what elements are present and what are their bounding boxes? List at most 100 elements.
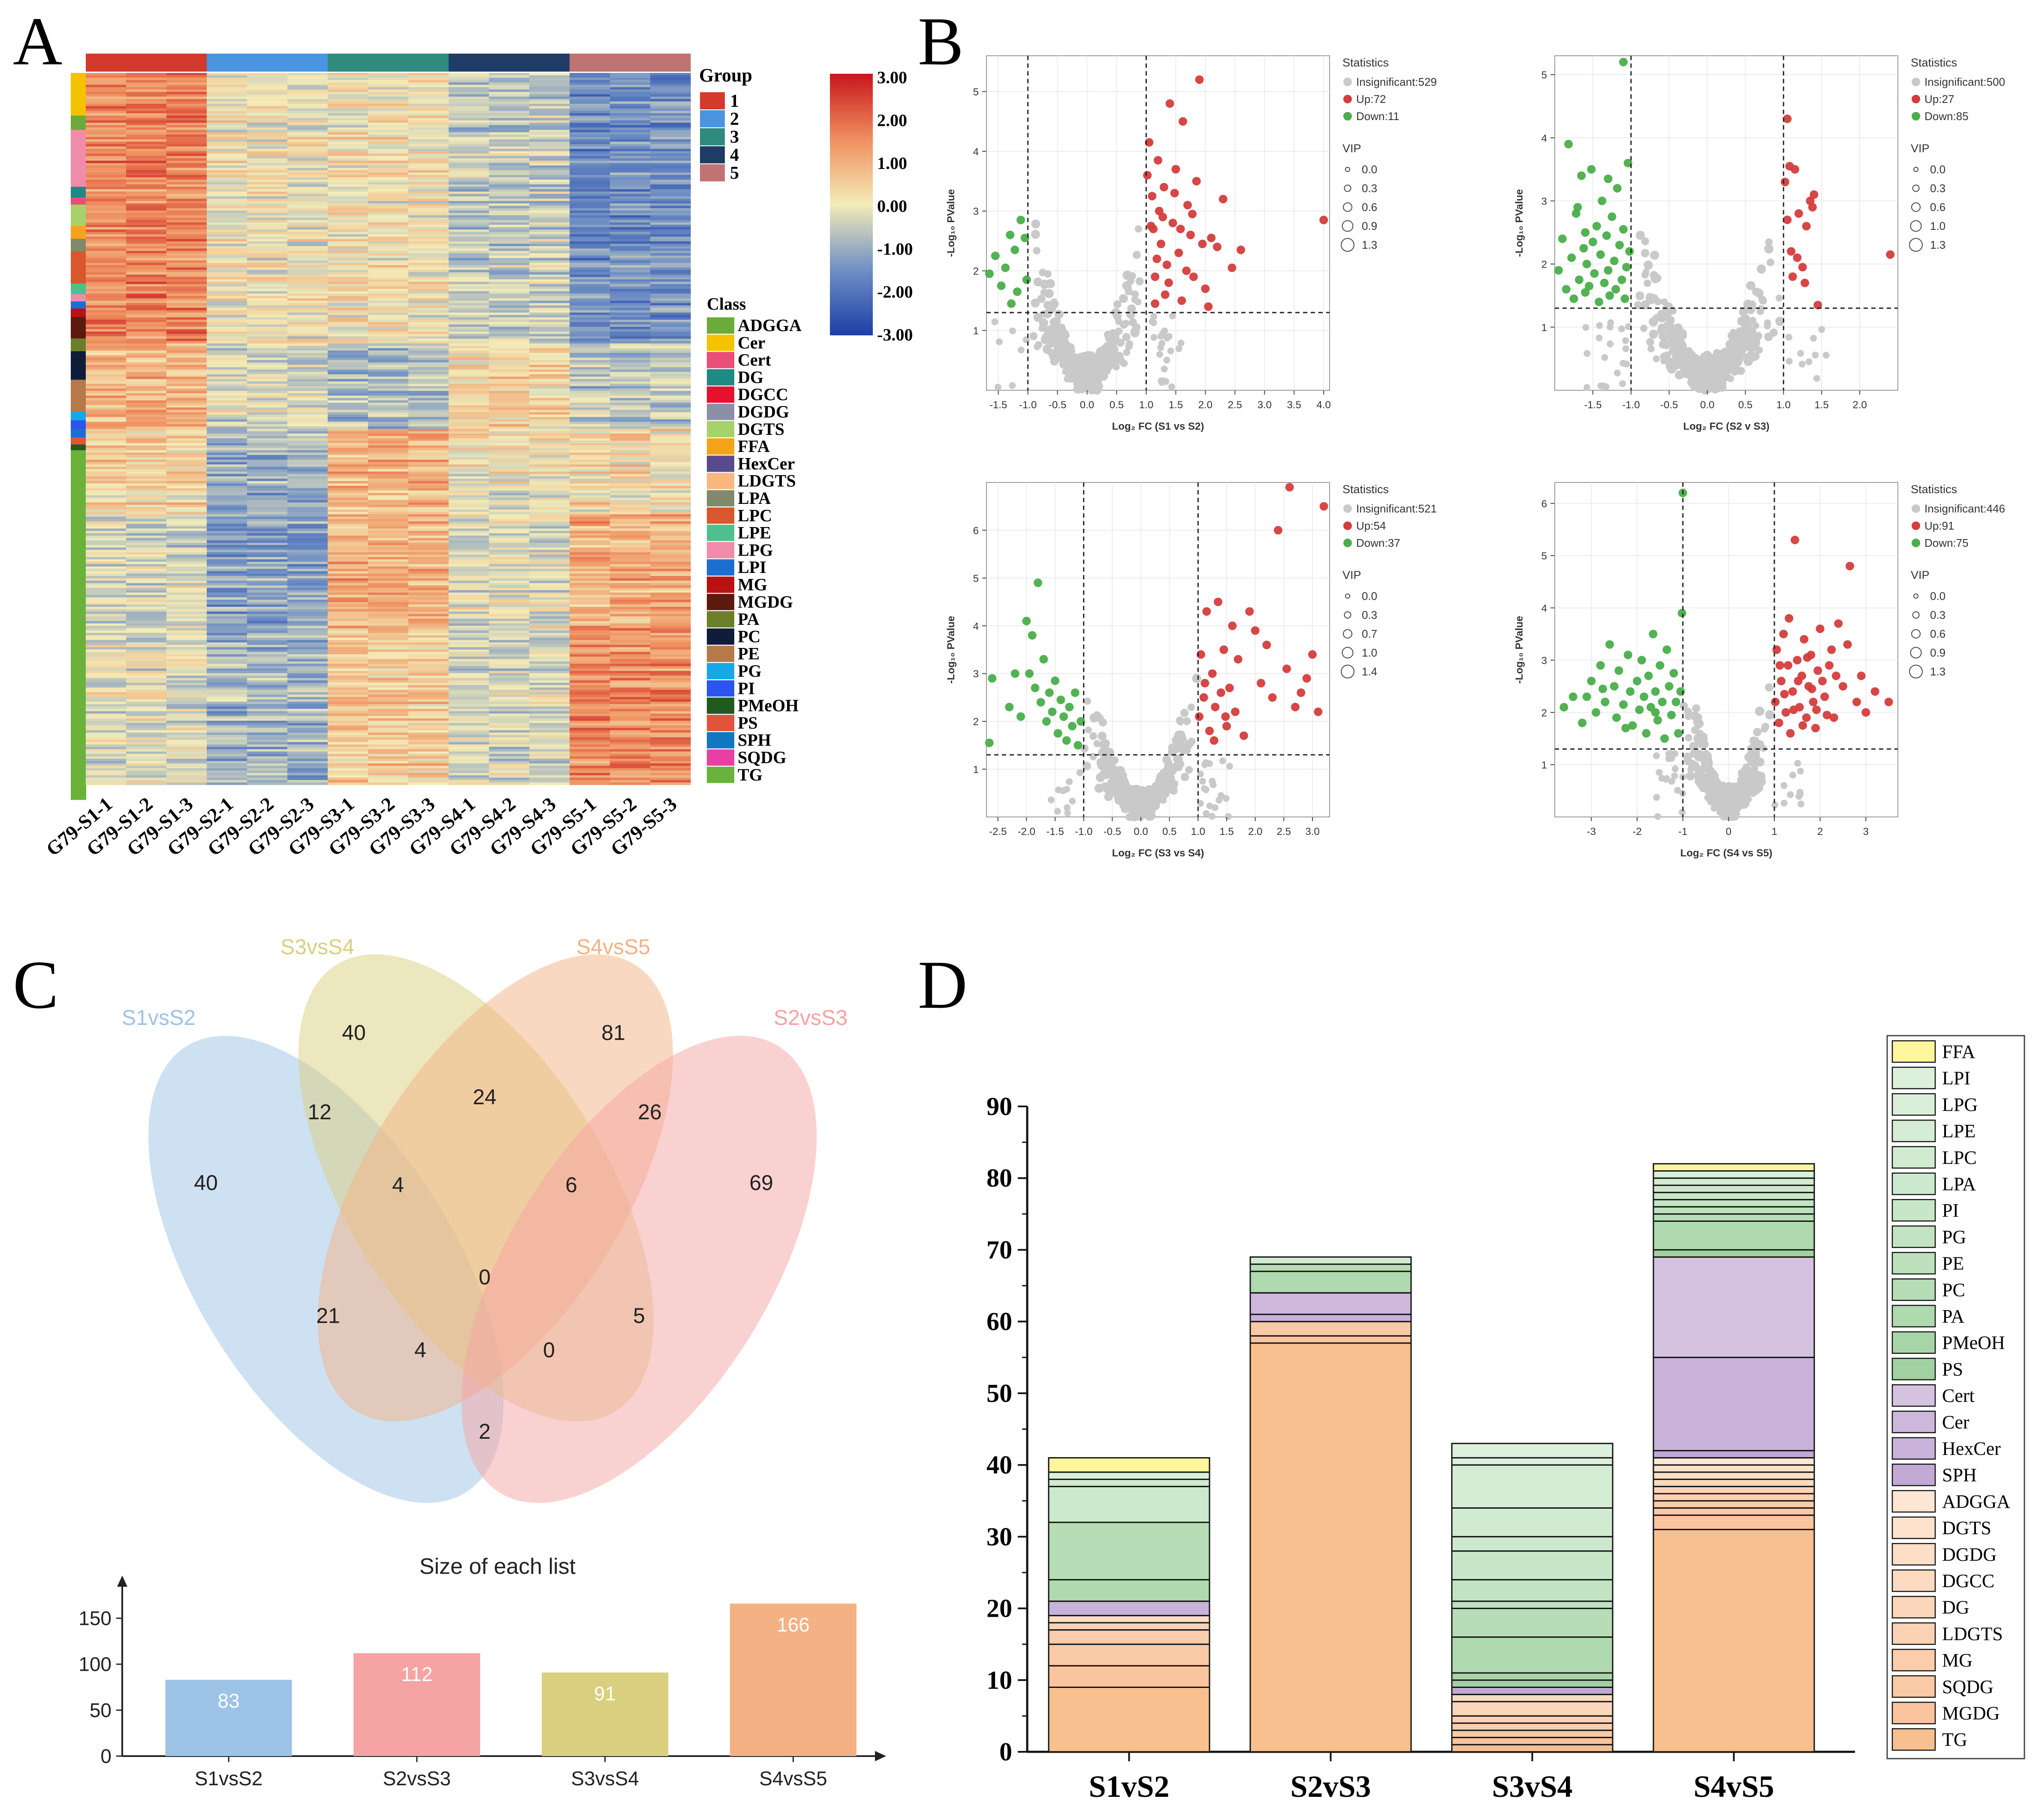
heatmap-cell [287, 675, 328, 678]
heatmap-cell [368, 154, 409, 157]
heatmap-cell [570, 137, 610, 140]
heatmap-cell [126, 585, 167, 588]
heatmap-cell [610, 450, 651, 453]
heatmap-cell [368, 704, 409, 707]
heatmap-cell [408, 377, 449, 380]
heatmap-cell [449, 673, 489, 676]
heatmap-cell [247, 222, 288, 225]
heatmap-cell [126, 84, 167, 87]
heatmap-cell [368, 500, 409, 503]
heatmap-cell [570, 540, 610, 543]
heatmap-cell [287, 236, 328, 239]
heatmap-cell [489, 87, 530, 90]
heatmap-cell [166, 749, 207, 752]
heatmap-cell [287, 422, 328, 425]
heatmap-cell [408, 160, 449, 163]
heatmap-cell [166, 229, 207, 232]
heatmap-cell [489, 336, 530, 339]
heatmap-cell [247, 87, 288, 90]
heatmap-cell [529, 189, 570, 192]
heatmap-cell [247, 177, 288, 180]
heatmap-cell [328, 348, 368, 351]
heatmap-cell [489, 293, 530, 296]
heatmap-cell [449, 483, 489, 486]
heatmap-cell [126, 765, 167, 768]
heatmap-cell [650, 103, 691, 107]
heatmap-cell [328, 118, 368, 121]
heatmap-cell [166, 84, 207, 87]
heatmap-cell [207, 683, 247, 686]
heatmap-cell [489, 177, 530, 180]
heatmap-cell [449, 630, 489, 633]
heatmap-cell [570, 718, 610, 721]
heatmap-cell [570, 154, 610, 157]
heatmap-cell [368, 469, 409, 472]
heatmap-cell [650, 538, 691, 541]
heatmap-cell [610, 132, 651, 135]
heatmap-cell [86, 400, 127, 403]
heatmap-cell [328, 89, 368, 92]
heatmap-cell [610, 773, 651, 776]
heatmap-cell [86, 180, 127, 183]
heatmap-cell [368, 101, 409, 104]
group-bar-cell [166, 54, 207, 72]
heatmap-cell [408, 296, 449, 299]
heatmap-cell [247, 203, 288, 206]
heatmap-cell [489, 509, 530, 512]
heatmap-cell [610, 723, 651, 726]
heatmap-cell [610, 590, 651, 593]
heatmap-cell [650, 476, 691, 479]
heatmap-cell [207, 597, 247, 600]
heatmap-cell [610, 312, 651, 315]
heatmap-cell [247, 524, 288, 527]
heatmap-cell [287, 156, 328, 159]
heatmap-cell [247, 78, 288, 81]
heatmap-cell [247, 125, 288, 128]
heatmap-cell [408, 714, 449, 717]
heatmap-cell [408, 521, 449, 524]
heatmap-cell [408, 343, 449, 346]
heatmap-cell [570, 765, 610, 768]
heatmap-cell [328, 177, 368, 180]
heatmap-cell [328, 239, 368, 242]
heatmap-cell [287, 559, 328, 562]
heatmap-cell [610, 360, 651, 363]
heatmap-cell [86, 519, 127, 522]
heatmap-cell [86, 426, 127, 429]
heatmap-cell [529, 215, 570, 218]
heatmap-cell [570, 602, 610, 605]
heatmap-cell [247, 728, 288, 731]
heatmap-cell [86, 671, 127, 674]
heatmap-cell [489, 156, 530, 159]
heatmap-cell [610, 225, 651, 228]
heatmap-cell [166, 720, 207, 723]
heatmap-cell [489, 205, 530, 208]
heatmap-cell [287, 654, 328, 657]
heatmap-cell [489, 341, 530, 344]
heatmap-cell [368, 213, 409, 216]
heatmap-cell [449, 146, 489, 149]
heatmap-cell [449, 621, 489, 624]
heatmap-cell [368, 490, 409, 493]
heatmap-cell [247, 417, 288, 420]
heatmap-cell [287, 585, 328, 588]
heatmap-cell [86, 191, 127, 194]
heatmap-cell [650, 768, 691, 771]
heatmap-cell [449, 182, 489, 185]
heatmap-cell [408, 479, 449, 482]
heatmap-cell [489, 372, 530, 375]
heatmap-cell [126, 450, 167, 453]
heatmap-cell [207, 516, 247, 519]
heatmap-cell [126, 400, 167, 403]
heatmap-cell [408, 180, 449, 183]
heatmap-cell [570, 699, 610, 702]
heatmap-cell [247, 108, 288, 111]
heatmap-cell [207, 694, 247, 697]
heatmap-cell [287, 581, 328, 584]
heatmap-cell [166, 149, 207, 152]
heatmap-cell [529, 704, 570, 707]
heatmap-cell [489, 459, 530, 463]
heatmap-cell [328, 101, 368, 104]
heatmap-cell [368, 754, 409, 757]
heatmap-cell [86, 383, 127, 386]
